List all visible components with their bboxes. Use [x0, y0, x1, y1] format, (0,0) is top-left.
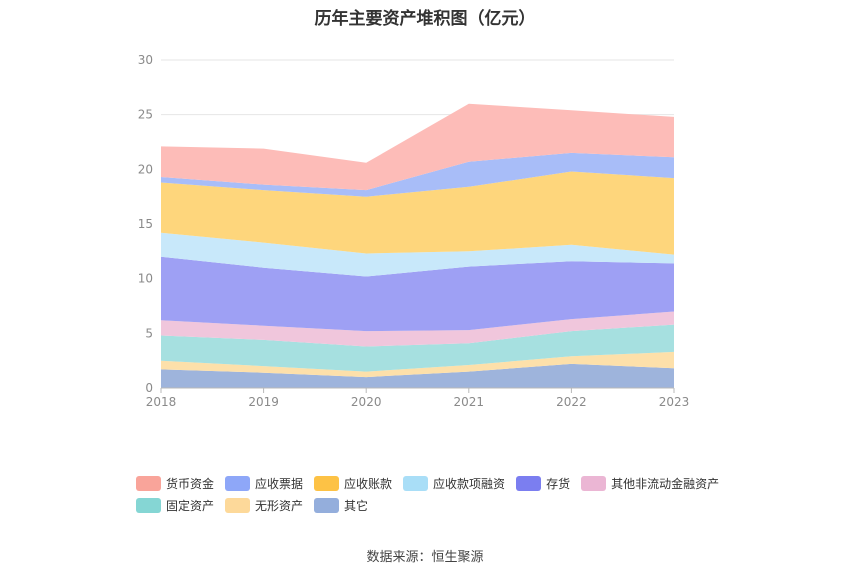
x-tick-label: 2023 [659, 395, 690, 409]
legend-swatch [314, 475, 340, 491]
legend-item[interactable]: 应收票据 [225, 475, 303, 492]
x-tick-label: 2020 [351, 395, 382, 409]
area-series-7 [161, 171, 674, 255]
legend: 货币资金 应收票据 应收账款 应收款项融资 存货 其他非流动金融资产 固定资产 无形资产 其它 [136, 472, 736, 516]
legend-swatch [136, 475, 161, 491]
x-tick-label: 2021 [454, 395, 485, 409]
legend-swatch [516, 475, 542, 491]
legend-swatch [225, 475, 251, 491]
legend-label: 应收款项融资 [433, 476, 506, 491]
x-tick-label: 2018 [146, 395, 177, 409]
axis-layer: 0 5 10 15 20 25 30 2018 2019 2020 2021 2022 2023 [138, 53, 690, 409]
area-series-4 [161, 311, 674, 347]
area-series-5 [161, 256, 674, 332]
legend-item[interactable]: 固定资产 [136, 497, 214, 514]
area-series-9 [161, 103, 674, 191]
legend-item[interactable]: 其它 [314, 497, 368, 514]
legend-item[interactable]: 其他非流动金融资产 [581, 475, 719, 492]
legend-row-1: 货币资金 应收票据 应收账款 应收款项融资 存货 其他非流动金融资产 [136, 472, 736, 494]
y-tick-label: 15 [138, 217, 153, 231]
legend-swatch [225, 497, 251, 513]
x-tick-label: 2022 [556, 395, 587, 409]
legend-item[interactable]: 应收款项融资 [403, 475, 505, 492]
legend-item[interactable]: 存货 [516, 475, 570, 492]
y-tick-label: 10 [138, 272, 153, 286]
y-tick-label: 5 [145, 326, 153, 340]
y-tick-label: 25 [138, 108, 153, 122]
area-series-1 [161, 363, 674, 388]
legend-label: 其他非流动金融资产 [611, 476, 720, 491]
area-series-8 [161, 152, 674, 197]
legend-item[interactable]: 应收账款 [314, 475, 392, 492]
legend-item[interactable]: 货币资金 [136, 475, 214, 492]
legend-row-2: 固定资产 无形资产 其它 [136, 494, 736, 516]
legend-label: 应收票据 [255, 476, 304, 491]
legend-label: 应收账款 [344, 476, 393, 491]
legend-swatch [314, 497, 340, 513]
area-series-2 [161, 351, 674, 378]
y-tick-label: 30 [138, 53, 153, 67]
area-layer [161, 103, 674, 388]
legend-swatch [136, 497, 161, 513]
legend-label: 货币资金 [166, 476, 215, 491]
legend-swatch [403, 475, 429, 491]
chart-title: 历年主要资产堆积图（亿元） [314, 9, 536, 29]
legend-item[interactable]: 无形资产 [225, 497, 303, 514]
y-tick-label: 0 [145, 381, 153, 395]
legend-label: 无形资产 [255, 498, 304, 513]
data-source: 数据来源：恒生聚源 [366, 550, 484, 565]
legend-swatch [581, 475, 607, 491]
x-tick-label: 2019 [248, 395, 279, 409]
area-series-3 [161, 324, 674, 372]
area-series-6 [161, 232, 674, 277]
legend-label: 固定资产 [166, 498, 215, 513]
legend-label: 其它 [344, 498, 369, 513]
legend-label: 存货 [546, 476, 571, 491]
y-tick-label: 20 [138, 162, 153, 176]
